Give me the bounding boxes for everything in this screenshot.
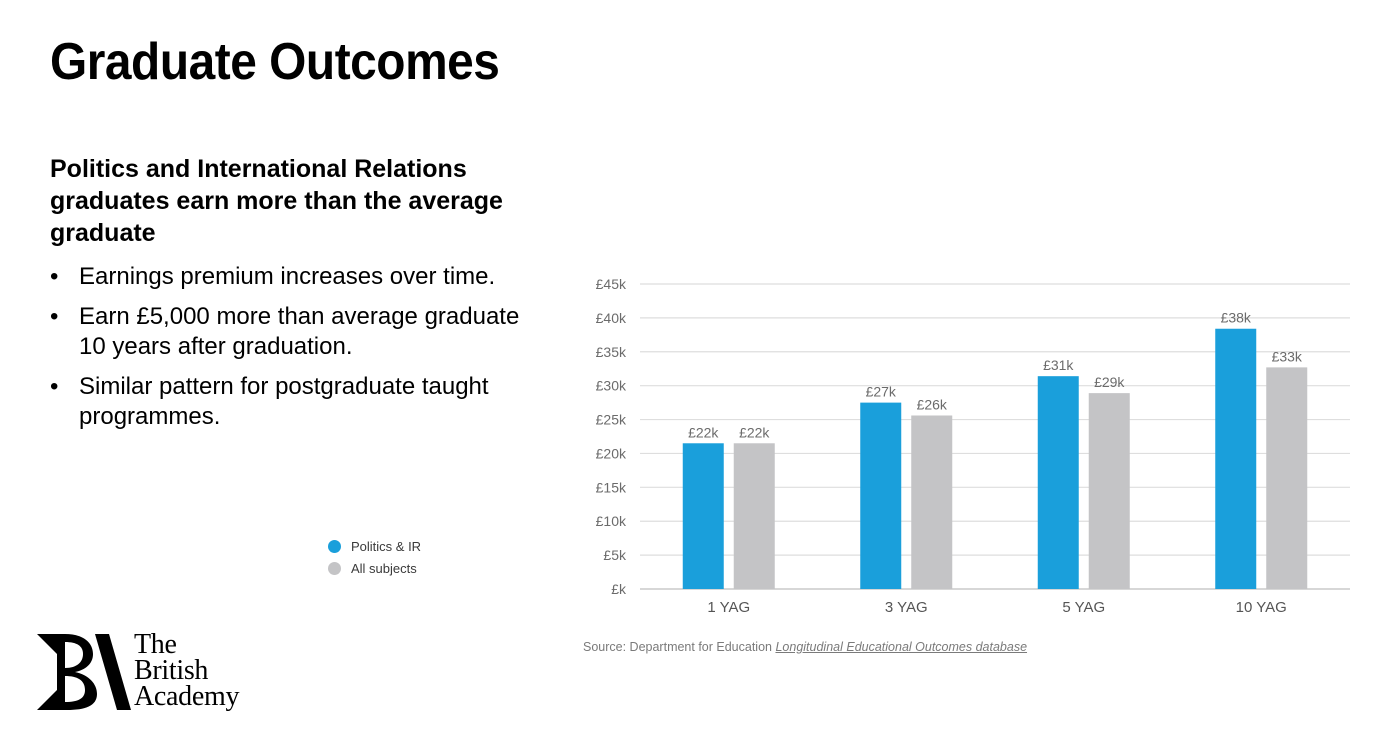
x-tick-label: 10 YAG: [1236, 599, 1287, 616]
data-label: £22k: [739, 424, 770, 440]
bar: [1088, 393, 1130, 589]
bullet-text: Earn £5,000 more than average graduate 1…: [79, 303, 520, 360]
data-label: £22k: [688, 424, 719, 440]
legend-label: Politics & IR: [351, 538, 422, 554]
y-tick-label: £10k: [596, 513, 627, 529]
bullet-dot: •: [50, 373, 59, 400]
logo-line: The: [134, 629, 177, 660]
y-tick-label: £k: [611, 581, 627, 597]
page-title: Graduate Outcomes: [50, 33, 500, 91]
bullet-dot: •: [50, 303, 59, 330]
british-academy-logo-icon: [37, 634, 131, 710]
logo-line: Academy: [134, 681, 240, 712]
data-label: £33k: [1272, 348, 1303, 364]
source-prefix: Source: Department for Education: [583, 640, 776, 654]
bar: [860, 402, 902, 589]
y-tick-label: £35k: [596, 344, 627, 360]
legend-item-all-subjects: All subjects: [328, 557, 421, 579]
x-tick-label: 3 YAG: [885, 599, 928, 616]
y-tick-label: £30k: [596, 378, 627, 394]
data-label: £31k: [1043, 357, 1074, 373]
y-tick-label: £45k: [596, 276, 627, 292]
data-label: £27k: [866, 384, 897, 400]
source-note: Source: Department for Education Longitu…: [583, 640, 1027, 654]
data-label: £38k: [1221, 310, 1252, 326]
bullet-dot: •: [50, 263, 59, 290]
data-label: £29k: [1094, 374, 1125, 390]
y-tick-label: £5k: [603, 547, 627, 563]
bullet-item: • Earn £5,000 more than average graduate …: [50, 302, 530, 362]
logo-line: British: [134, 655, 209, 686]
bullet-list: • Earnings premium increases over time. •…: [50, 262, 530, 442]
legend-swatch-politics: [328, 539, 341, 553]
y-tick-label: £40k: [596, 310, 627, 326]
legend-label: All subjects: [351, 560, 417, 576]
bar: [682, 443, 724, 589]
x-tick-label: 5 YAG: [1062, 599, 1105, 616]
source-link[interactable]: Longitudinal Educational Outcomes databa…: [775, 640, 1028, 654]
bullet-item: • Earnings premium increases over time.: [50, 262, 530, 292]
bar: [733, 443, 775, 589]
logo-wordmark: The British Academy: [134, 629, 240, 712]
legend-item-politics: Politics & IR: [328, 535, 421, 557]
y-tick-label: £20k: [596, 445, 627, 461]
bar: [911, 415, 953, 589]
chart-legend: Politics & IR All subjects: [328, 535, 421, 579]
bullet-text: Similar pattern for postgraduate taught …: [79, 373, 489, 430]
bar: [1037, 376, 1079, 589]
data-label: £26k: [917, 396, 948, 412]
y-tick-label: £25k: [596, 412, 627, 428]
x-tick-label: 1 YAG: [707, 599, 750, 616]
bar: [1215, 328, 1257, 589]
legend-swatch-all-subjects: [328, 561, 341, 575]
bullet-text: Earnings premium increases over time.: [79, 263, 496, 290]
y-tick-label: £15k: [596, 479, 627, 495]
slide-subtitle: Politics and International Relations gra…: [50, 155, 503, 247]
bar: [1266, 367, 1308, 589]
bullet-item: • Similar pattern for postgraduate taught…: [50, 372, 530, 432]
earnings-bar-chart: £k £5k £10k £15k £20k £25k £30k £35k £40k £45k £22…: [596, 276, 1350, 616]
